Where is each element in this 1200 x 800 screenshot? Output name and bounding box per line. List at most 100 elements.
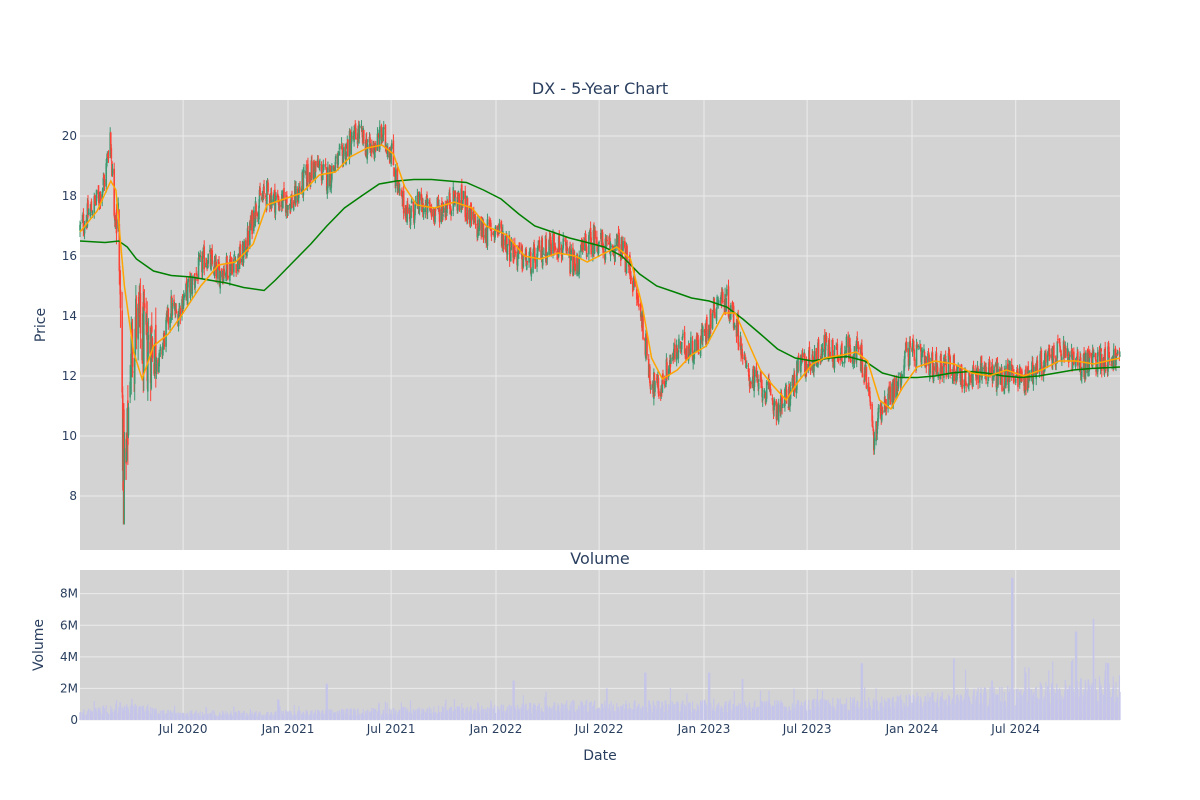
candle-body [976,367,979,370]
candle-body [350,142,353,155]
candle-body [115,219,118,234]
candle-body [1073,351,1075,365]
volume-bar [1052,661,1054,720]
candle-body [1055,358,1057,364]
x-tick-label: Jul 2022 [574,722,624,736]
volume-bar [126,704,128,720]
candle-body [993,366,995,378]
volume-bar [726,711,728,720]
candle-body [903,365,905,377]
candle-body [159,346,162,351]
candle-body [569,259,572,273]
candle-body [486,219,489,247]
volume-bar [642,706,644,720]
candle-body [961,371,963,389]
volume-bar [371,708,373,720]
candle-body [564,243,567,245]
volume-bar [427,709,429,720]
candle-body [179,307,182,318]
volume-bar [793,688,795,720]
candle-body [833,349,836,369]
candle-body [233,259,235,273]
volume-bar [506,706,508,720]
candle-body [183,294,186,298]
candle-body [817,339,820,358]
volume-bar [458,707,461,720]
candle-body [175,309,178,313]
volume-bar [510,705,512,720]
candle-body [405,206,407,221]
candle-body [474,216,477,225]
candle-body [1092,352,1095,357]
candle-body [133,358,136,384]
candle-body [621,240,623,250]
volume-bar [474,708,477,720]
candle-body [440,206,443,223]
volume-bar [542,711,544,720]
candle-body [521,245,524,269]
candle-body [217,265,219,279]
candle-body [115,217,117,220]
volume-bar [87,708,90,720]
price-y-tick-label: 14 [62,309,77,323]
volume-bar [478,712,481,720]
volume-bar [453,699,455,720]
candle-body [650,388,652,390]
volume-bar [901,708,903,720]
volume-bar [658,700,660,720]
candle-body [912,339,914,341]
candle-body [548,240,550,255]
candle-body [598,242,600,244]
candle-body [510,239,513,250]
volume-bar [985,692,987,720]
candle-body [418,211,420,213]
volume-bar [837,699,840,720]
volume-bar [770,706,772,720]
candle-body [226,256,228,266]
volume-bar [929,696,931,720]
candle-body [1116,353,1118,356]
candle-body [733,323,736,326]
volume-bar [251,711,253,720]
candle-body [154,324,157,374]
volume-bar [602,707,604,720]
candle-body [272,193,275,203]
candle-body [1016,368,1019,375]
candle-body [927,353,929,364]
volume-bar [526,710,528,720]
candle-body [1024,391,1026,393]
candle-body [378,126,381,150]
candle-body [855,340,858,361]
candle-body [801,353,804,359]
volume-bar [1117,696,1119,720]
candle-body [952,372,954,381]
volume-bar [645,672,647,720]
volume-bar [725,701,727,720]
candle-body [321,173,324,181]
candle-body [342,154,345,167]
candle-body [267,182,269,192]
candle-body [776,415,778,417]
candle-body [441,203,443,207]
volume-bar [162,710,164,720]
candle-body [320,164,323,181]
volume-bar [243,711,245,720]
candle-body [292,201,295,210]
candle-body [206,266,209,269]
candle-body [1100,348,1102,352]
candle-body [630,275,632,281]
candle-body [87,200,89,217]
volume-bar [1061,695,1063,720]
candle-body [201,259,204,273]
volume-bar [538,703,540,720]
candle-body [536,248,539,257]
candle-body [397,185,399,192]
candle-body [702,326,704,341]
candle-body [434,209,437,211]
candle-body [197,257,200,278]
candle-body [1001,371,1003,391]
candle-body [462,190,465,199]
candle-body [868,387,871,394]
volume-bar [415,709,417,720]
volume-bar [1053,688,1055,720]
